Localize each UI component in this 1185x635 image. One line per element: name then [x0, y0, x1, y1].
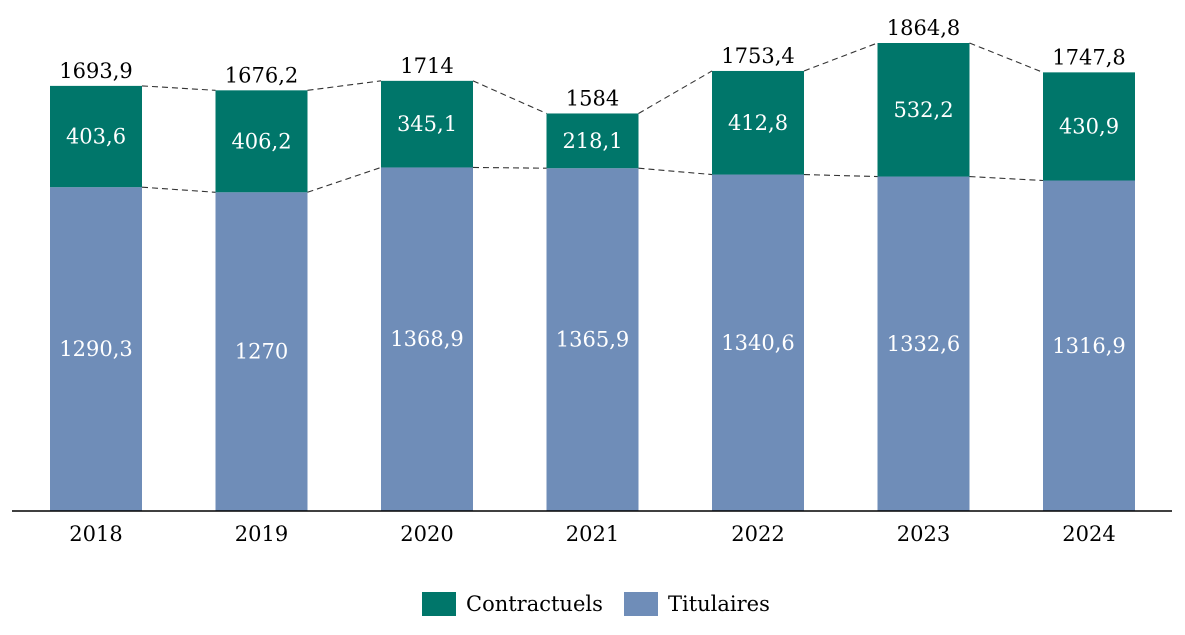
bar-titulaires-2020 — [381, 167, 473, 511]
label-titulaires-2023: 1332,6 — [887, 332, 960, 356]
label-total-2021: 1584 — [566, 86, 619, 110]
connector-total-4 — [803, 42, 878, 72]
bar-contractuels-2021 — [546, 113, 639, 169]
label-contractuels-2023: 532,2 — [893, 98, 953, 122]
bar-contractuels-2024 — [1043, 72, 1135, 181]
bars-layer — [50, 43, 1135, 512]
connector-titulaires-2 — [472, 166, 547, 169]
bar-titulaires-2021 — [546, 168, 639, 512]
bar-contractuels-2020 — [381, 80, 473, 168]
connector-titulaires-4 — [803, 174, 878, 178]
label-total-2018: 1693,9 — [59, 59, 132, 83]
value-labels: 1290,3 403,6 1693,9 1270 406,2 1676,2 1368,9 34… — [59, 16, 1125, 364]
x-axis-ticks: 2018 2019 2020 2021 2022 2023 2024 — [69, 522, 1115, 546]
bar-titulaires-2018 — [50, 187, 142, 511]
label-contractuels-2019: 406,2 — [231, 129, 291, 153]
tick-label-2023: 2023 — [897, 522, 950, 546]
connector-total-3 — [638, 70, 713, 114]
tick-label-2024: 2024 — [1062, 522, 1115, 546]
bar-titulaires-2019 — [215, 192, 308, 512]
tick-label-2020: 2020 — [400, 522, 453, 546]
bar-titulaires-2024 — [1043, 180, 1135, 512]
label-titulaires-2020: 1368,9 — [390, 327, 463, 351]
connector-titulaires-0 — [141, 186, 216, 193]
label-contractuels-2024: 430,9 — [1059, 114, 1119, 138]
tick-label-2018: 2018 — [69, 522, 122, 546]
connector-total-2 — [472, 80, 547, 114]
label-total-2023: 1864,8 — [887, 16, 960, 40]
bar-titulaires-2022 — [712, 174, 804, 512]
label-contractuels-2022: 412,8 — [728, 111, 788, 135]
connector-total-1 — [307, 80, 382, 91]
label-titulaires-2018: 1290,3 — [59, 337, 132, 361]
bar-contractuels-2023 — [877, 43, 970, 177]
bar-contractuels-2019 — [215, 90, 308, 193]
label-total-2019: 1676,2 — [225, 63, 298, 87]
connector-titulaires-3 — [638, 167, 713, 176]
label-titulaires-2021: 1365,9 — [556, 328, 629, 352]
legend-swatch-contractuels — [422, 592, 456, 616]
label-titulaires-2019: 1270 — [235, 340, 288, 364]
label-total-2024: 1747,8 — [1052, 45, 1125, 69]
label-contractuels-2020: 345,1 — [397, 112, 457, 136]
label-contractuels-2021: 218,1 — [562, 129, 622, 153]
connector-lines — [141, 42, 1044, 193]
label-titulaires-2022: 1340,6 — [721, 331, 794, 355]
legend-swatch-titulaires — [624, 592, 658, 616]
label-contractuels-2018: 403,6 — [66, 125, 126, 149]
label-total-2022: 1753,4 — [721, 44, 794, 68]
legend: Contractuels Titulaires — [422, 592, 770, 616]
tick-label-2021: 2021 — [566, 522, 619, 546]
connector-total-0 — [141, 85, 216, 91]
connector-titulaires-1 — [307, 166, 382, 193]
bar-contractuels-2022 — [712, 70, 804, 175]
connector-total-5 — [969, 42, 1044, 73]
tick-label-2019: 2019 — [235, 522, 288, 546]
label-titulaires-2024: 1316,9 — [1052, 334, 1125, 358]
tick-label-2022: 2022 — [731, 522, 784, 546]
label-total-2020: 1714 — [400, 54, 453, 78]
bar-titulaires-2023 — [877, 176, 970, 511]
connector-titulaires-5 — [969, 176, 1044, 182]
legend-label-contractuels: Contractuels — [466, 592, 603, 616]
legend-label-titulaires: Titulaires — [668, 592, 770, 616]
bar-contractuels-2018 — [50, 85, 142, 188]
